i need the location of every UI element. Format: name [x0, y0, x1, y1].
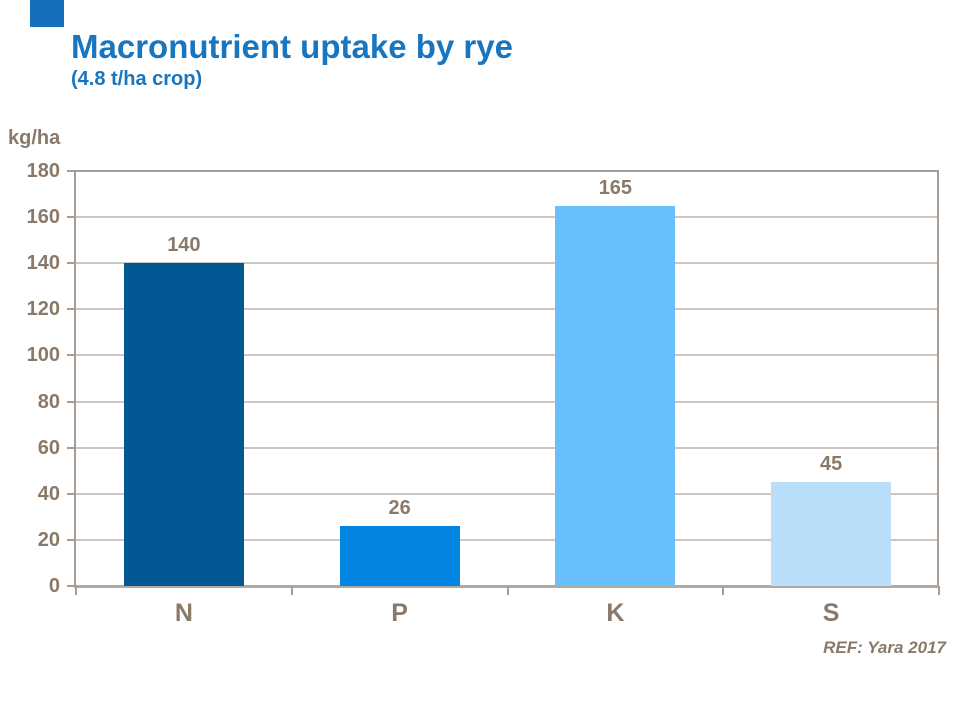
y-axis-tick-label: 100: [26, 344, 60, 367]
x-axis-category-label-S: S: [822, 599, 840, 627]
accent-rectangle: [30, 0, 64, 27]
bar-S: [771, 482, 892, 586]
bar-N: [123, 263, 244, 586]
reference-label: REF: Yara 2017: [823, 638, 946, 657]
bar-value-label-N: 140: [167, 234, 201, 257]
bar-value-label-K: 165: [598, 176, 633, 199]
y-axis-unit-label: kg/ha: [8, 127, 61, 149]
y-axis-tick-label: 160: [26, 206, 60, 229]
bar-P: [339, 526, 460, 586]
y-axis-tick-mark: [67, 216, 76, 219]
x-axis-category-label-N: N: [174, 599, 193, 627]
bar-K: [555, 205, 676, 586]
y-axis-tick-mark: [67, 400, 76, 403]
bar-value-label-S: 45: [820, 453, 843, 476]
gridline: [76, 538, 937, 541]
y-axis-tick-label: 140: [26, 252, 60, 275]
y-axis-tick-mark: [67, 585, 76, 587]
y-axis-tick-mark: [67, 262, 76, 265]
x-axis-category-label-K: K: [606, 599, 625, 627]
gridline: [76, 216, 937, 219]
x-axis-tick-mark: [75, 586, 77, 595]
y-axis-tick-mark: [67, 308, 76, 311]
y-axis-tick-mark: [67, 170, 76, 172]
y-axis-tick-label: 0: [48, 575, 60, 597]
plot-frame-top: [74, 170, 939, 172]
y-axis-tick-label: 20: [37, 528, 60, 551]
y-axis-tick-mark: [67, 446, 76, 449]
y-axis-line: [74, 170, 76, 588]
y-axis-tick-label: 60: [37, 436, 60, 459]
x-axis-tick-mark: [290, 586, 293, 595]
plot-frame-right: [937, 170, 939, 588]
gridline: [76, 262, 937, 265]
y-axis-tick-mark: [67, 538, 76, 541]
x-axis-tick-mark: [722, 586, 725, 595]
gridline: [76, 354, 937, 357]
y-axis-tick-label: 180: [26, 160, 60, 182]
y-axis-tick-label: 120: [26, 298, 60, 321]
y-axis-tick-label: 40: [37, 482, 60, 505]
y-axis-tick-mark: [67, 354, 76, 357]
bar-value-label-P: 26: [388, 497, 411, 520]
y-axis-tick-label: 80: [37, 390, 60, 413]
chart-subtitle: (4.8 t/ha crop): [71, 68, 203, 90]
chart-title: Macronutrient uptake by rye: [71, 28, 513, 65]
x-axis-category-label-P: P: [391, 599, 408, 627]
x-axis-tick-mark: [938, 586, 940, 595]
x-axis-tick-mark: [506, 586, 509, 595]
gridline: [76, 492, 937, 495]
gridline: [76, 446, 937, 449]
y-axis-tick-mark: [67, 492, 76, 495]
gridline: [76, 308, 937, 311]
gridline: [76, 400, 937, 403]
